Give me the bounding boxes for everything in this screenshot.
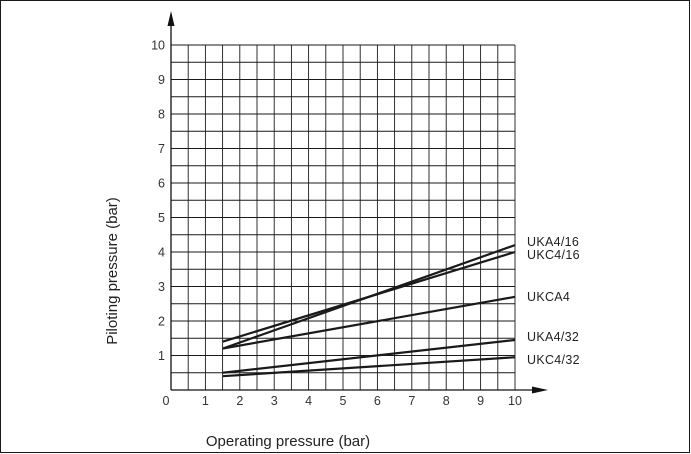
series-line <box>222 295 516 350</box>
y-tick-label: 6 <box>158 177 165 191</box>
x-tick-label: 1 <box>202 394 209 408</box>
y-tick-label: 1 <box>158 349 165 363</box>
tick-labels: 0 1 2 3 4 5 6 7 8 9 10 1 2 3 4 5 6 7 8 9 10 <box>151 39 522 409</box>
x-axis-label: Operating pressure (bar) <box>206 433 370 450</box>
x-tick-label: 8 <box>443 394 450 408</box>
x-tick-label: 9 <box>477 394 484 408</box>
x-axis-arrow <box>532 386 548 394</box>
series-line <box>222 356 516 378</box>
series-label: UKA4/32 <box>527 330 579 344</box>
y-tick-label: 2 <box>158 315 165 329</box>
x-tick-label: 0 <box>163 394 170 408</box>
series-label: UKC4/32 <box>527 353 580 367</box>
x-tick-label: 5 <box>340 394 347 408</box>
series-lines <box>222 244 516 378</box>
x-tick-label: 4 <box>305 394 312 408</box>
y-axis-arrow <box>167 11 175 26</box>
grid <box>171 44 516 390</box>
series-label: UKCA4 <box>527 290 570 304</box>
x-tick-label: 2 <box>236 394 243 408</box>
y-tick-label: 10 <box>151 39 165 53</box>
x-tick-label: 7 <box>408 394 415 408</box>
y-tick-label: 9 <box>158 73 165 87</box>
y-tick-label: 5 <box>158 211 165 225</box>
x-tick-label: 10 <box>508 394 522 408</box>
series-label: UKA4/16 <box>527 235 579 249</box>
y-tick-label: 7 <box>158 142 165 156</box>
y-tick-label: 3 <box>158 280 165 294</box>
y-tick-label: 4 <box>158 246 165 260</box>
series-label: UKC4/16 <box>527 248 580 262</box>
y-axis-label: Piloting pressure (bar) <box>104 197 121 345</box>
axes <box>167 11 548 394</box>
x-tick-label: 3 <box>271 394 278 408</box>
series-line <box>222 338 516 374</box>
series-line <box>222 250 516 343</box>
x-tick-label: 6 <box>374 394 381 408</box>
y-tick-label: 8 <box>158 108 165 122</box>
